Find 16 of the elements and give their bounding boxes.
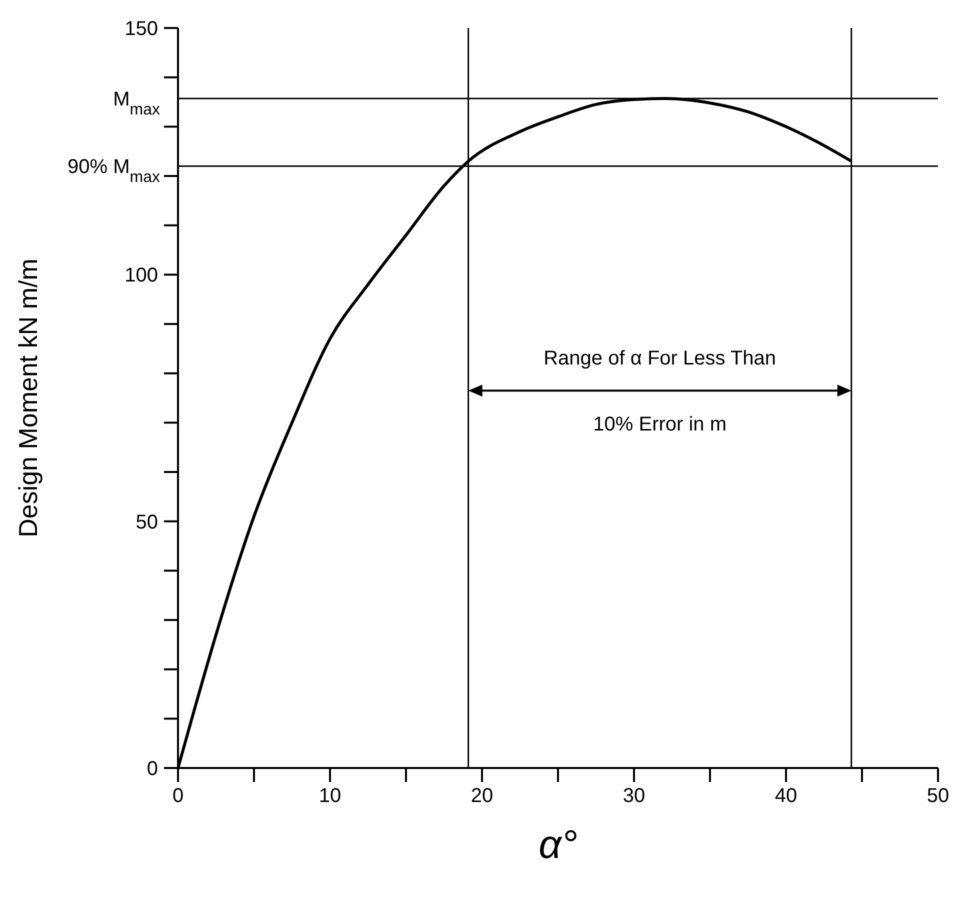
x-tick-label: 0 — [172, 785, 184, 807]
annotation: Range of α For Less Than — [544, 348, 776, 370]
y-tick-label: 150 — [124, 18, 158, 40]
y-tick-label: 0 — [146, 758, 158, 780]
x-tick-label: 20 — [470, 785, 494, 807]
x-tick-label: 30 — [622, 785, 646, 807]
y-axis-title: Design Moment kN m/m — [13, 258, 44, 538]
y-tick-label: 50 — [136, 511, 158, 534]
x-tick-label: 40 — [774, 785, 798, 807]
ref-line-label: M$_{max}$ — [113, 88, 160, 118]
x-tick-label: 50 — [926, 785, 950, 807]
y-tick-label: 100 — [124, 264, 158, 287]
x-axis-title: α° — [538, 823, 578, 867]
x-tick-label: 10 — [318, 785, 342, 807]
ref-line-label: 90% M$_{max}$ — [68, 156, 160, 186]
annotation: 10% Error in m — [593, 414, 727, 436]
